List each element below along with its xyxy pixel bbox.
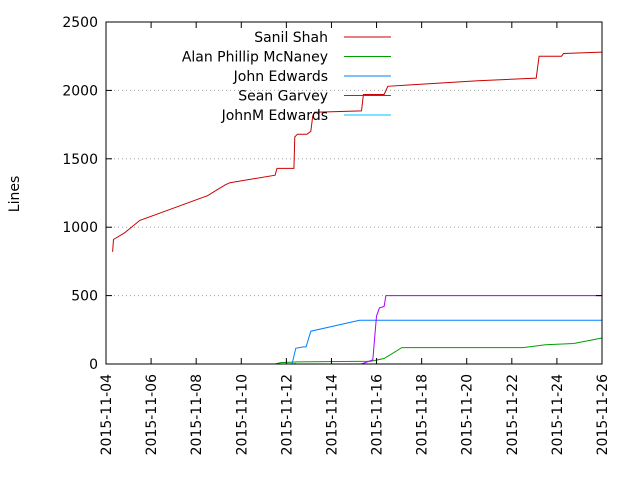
legend-label: John Edwards	[233, 69, 328, 85]
y-tick-label: 1000	[62, 220, 98, 236]
y-axis-label: Lines	[7, 176, 23, 212]
gridlines	[106, 89, 602, 297]
series-line-2	[274, 337, 603, 365]
x-tick-label: 2015-11-20	[460, 374, 476, 455]
x-tick-label: 2015-11-14	[324, 374, 340, 455]
plot-frame	[105, 21, 603, 365]
series-line-1	[112, 51, 603, 252]
x-tick-label: 2015-11-06	[144, 374, 160, 455]
x-tick-label: 2015-11-22	[505, 374, 521, 455]
x-tick-label: 2015-11-24	[550, 374, 566, 455]
x-tick-label: 2015-11-18	[415, 374, 431, 455]
legend-label: Sanil Shah	[254, 30, 328, 46]
series-line-3	[291, 319, 602, 365]
y-tick-label: 2500	[62, 15, 98, 31]
x-tick-label: 2015-11-26	[595, 374, 611, 455]
y-tick-label: 1500	[62, 152, 98, 168]
y-tick-label: 500	[71, 289, 98, 305]
x-tick-label: 2015-11-08	[189, 374, 205, 455]
x-tick-label: 2015-11-12	[279, 374, 295, 455]
legend-label: Alan Phillip McNaney	[182, 50, 328, 66]
legend-label: JohnM Edwards	[221, 108, 328, 124]
series-lines	[112, 51, 603, 365]
x-tick-label: 2015-11-04	[99, 374, 115, 455]
x-tick-label: 2015-11-16	[370, 374, 386, 455]
y-tick-label: 2000	[62, 83, 98, 99]
y-axis: 0 500 1000 1500 2000 2500	[62, 15, 602, 373]
series-line-4	[361, 295, 602, 365]
legend: Sanil Shah Alan Phillip McNaney John Edwar…	[182, 30, 391, 124]
x-tick-label: 2015-11-10	[234, 374, 250, 455]
x-axis: 2015-11-04 2015-11-06 2015-11-08 2015-11-10…	[99, 22, 611, 455]
legend-label: Sean Garvey	[238, 89, 328, 105]
y-tick-label: 0	[89, 357, 98, 373]
